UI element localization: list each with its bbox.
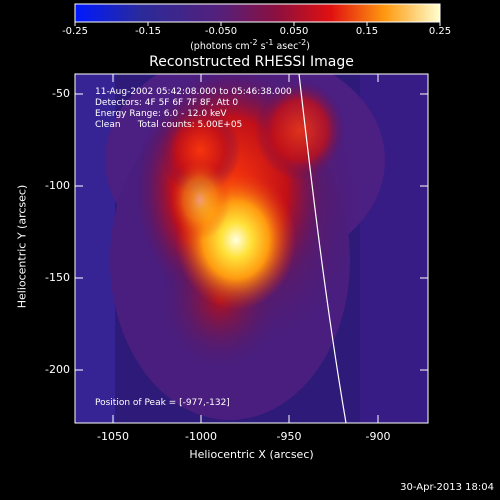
annotation-peak: Position of Peak = [-977,-132] [95,398,230,408]
timestamp: 30-Apr-2013 18:04 [400,482,494,493]
solar-limb-line [298,74,347,423]
colorbar-tick-label: -0.050 [204,26,238,37]
x-axis-label: Heliocentric X (arcsec) [189,448,314,461]
colorbar-tick-label: -0.25 [62,26,88,37]
colorbar-ticks [74,22,441,26]
colorbar-units: (photons cm-2 s-1 asec-2) [190,38,310,53]
plot-title: Reconstructed RHESSI Image [149,54,354,70]
annotation-detectors: Detectors: 4F 5F 6F 7F 8F, Att 0 [95,98,239,108]
colorbar-tick-label: -0.15 [135,26,161,37]
y-tick-label: -50 [52,87,70,100]
x-axis-ticks [112,74,379,423]
annotation-method: Clean Total counts: 5.00E+05 [95,120,243,130]
x-tick-label: -1050 [97,430,129,443]
y-tick-label: -100 [45,179,70,192]
x-tick-label: -900 [365,430,391,443]
y-axis-ticks [75,93,428,371]
y-tick-label: -200 [45,363,70,376]
plot-frame [74,73,429,424]
y-axis-label: Heliocentric Y (arcsec) [15,184,29,309]
y-tick-label: -150 [45,271,70,284]
x-tick-label: -1000 [185,430,217,443]
colorbar-tick-label: 0.25 [428,26,452,37]
rhessi-image [75,74,428,423]
annotation-time-range: 11-Aug-2002 05:42:08.000 to 05:46:38.000 [95,87,292,97]
colorbar [74,3,441,23]
colorbar-tick-label: 0.050 [279,26,309,37]
colorbar-tick-label: 0.15 [355,26,379,37]
annotation-energy: Energy Range: 6.0 - 12.0 keV [95,109,227,119]
x-tick-label: -950 [276,430,302,443]
